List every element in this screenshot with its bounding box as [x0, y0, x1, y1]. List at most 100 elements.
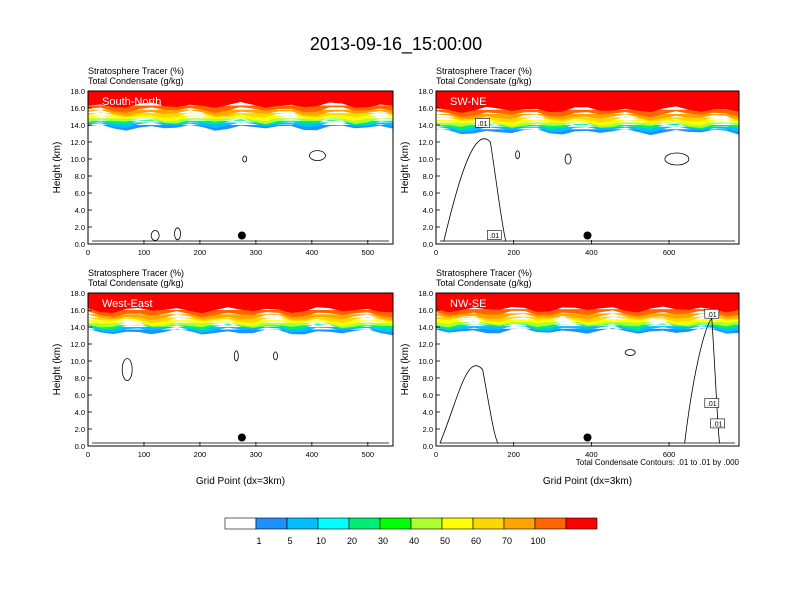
panel-south-north: South-North Stratosphere Tracer (%)Total …: [52, 66, 394, 257]
x-tick-label: 600: [663, 248, 676, 257]
y-tick-label: 10.0: [418, 155, 433, 164]
y-tick-label: 12.0: [418, 138, 433, 147]
x-tick-label: 200: [194, 450, 207, 459]
condensate-contour: [624, 349, 636, 356]
x-tick-label: 600: [663, 450, 676, 459]
condensate-contour: [273, 351, 278, 361]
x-tick-label: 400: [585, 248, 598, 257]
condensate-contour: [150, 230, 160, 241]
colorbar-swatch: [565, 517, 598, 530]
tracer-band: [88, 91, 393, 108]
colorbar-swatch: [255, 517, 288, 530]
y-axis-label: Height (km): [52, 142, 63, 194]
tracer-band: [88, 316, 393, 324]
contour-label-box: [486, 230, 502, 240]
panel-plot-area: .01 .01 .01: [436, 293, 739, 446]
condensate-contour: [439, 365, 499, 444]
colorbar-swatch: [224, 517, 257, 530]
colorbar-label: 70: [502, 536, 512, 546]
y-tick-label: 2.0: [423, 425, 433, 434]
x-axis-label: Grid Point (dx=3km): [196, 476, 285, 487]
x-tick-label: 0: [86, 450, 90, 459]
contour-label: .01: [707, 312, 717, 319]
panel-name-label: West-East: [102, 298, 153, 310]
tracer-band: [88, 293, 393, 314]
panel-label-condensate: Total Condensate (g/kg): [88, 278, 184, 288]
contour-info-text: Total Condensate Contours: .01 to .01 by…: [576, 458, 740, 467]
x-tick-label: 300: [250, 248, 263, 257]
colorbar-label: 5: [287, 536, 292, 546]
tracer-band: [88, 326, 393, 333]
x-tick-label: 200: [507, 248, 520, 257]
y-tick-label: 14.0: [70, 323, 85, 332]
figure-title: 2013-09-16_15:00:00: [310, 34, 482, 55]
tracer-band: [436, 316, 739, 323]
panel-name-label: South-North: [102, 96, 161, 108]
condensate-contour: [443, 138, 507, 242]
y-tick-label: 6.0: [423, 391, 433, 400]
tracer-band: [436, 128, 739, 136]
colorbar-label: 10: [316, 536, 326, 546]
panel-name-label: NW-SE: [450, 298, 486, 310]
y-tick-label: 6.0: [423, 189, 433, 198]
x-tick-label: 100: [138, 450, 151, 459]
tracer-band: [436, 309, 739, 317]
colorbar-label: 50: [440, 536, 450, 546]
panel-name-label: SW-NE: [450, 96, 486, 108]
panel-label-tracer: Stratosphere Tracer (%): [436, 66, 532, 76]
colorbar-label: 100: [530, 536, 545, 546]
y-tick-label: 0.0: [75, 240, 85, 249]
panel-label-condensate: Total Condensate (g/kg): [436, 76, 532, 86]
tracer-band: [436, 113, 739, 121]
y-tick-label: 2.0: [75, 223, 85, 232]
tracer-band: [436, 293, 739, 313]
condensate-contour: [121, 358, 133, 381]
location-marker: [583, 433, 592, 442]
panel-plot-area: [88, 293, 393, 446]
y-tick-label: 16.0: [418, 104, 433, 113]
panel-frame: [87, 292, 394, 447]
condensate-contour: [242, 155, 248, 163]
panel-plot-area: [88, 91, 393, 244]
x-tick-label: 500: [362, 248, 375, 257]
y-tick-label: 16.0: [70, 306, 85, 315]
y-tick-label: 10.0: [70, 155, 85, 164]
tracer-band: [436, 313, 739, 320]
y-tick-label: 12.0: [418, 340, 433, 349]
colorbar-swatch: [348, 517, 381, 530]
x-tick-label: 0: [86, 248, 90, 257]
colorbar-swatch: [441, 517, 474, 530]
y-tick-label: 8.0: [75, 172, 85, 181]
panel-label-tracer: Stratosphere Tracer (%): [436, 268, 532, 278]
tracer-band: [436, 91, 739, 113]
location-marker: [237, 231, 246, 240]
tracer-band: [436, 109, 739, 118]
y-tick-label: 14.0: [418, 323, 433, 332]
contour-label-box: [710, 418, 725, 429]
y-tick-label: 14.0: [70, 121, 85, 130]
colorbar-swatch: [472, 517, 505, 530]
condensate-contour: [174, 227, 181, 241]
y-tick-label: 0.0: [75, 442, 85, 451]
y-tick-label: 18.0: [418, 87, 433, 96]
location-marker: [583, 231, 592, 240]
colorbar: 1 5 10 20 30 40 50 60 70 100: [224, 517, 598, 546]
colorbar-label: 20: [347, 536, 357, 546]
y-tick-label: 6.0: [75, 391, 85, 400]
panel-plot-area: .01 .01: [436, 91, 739, 244]
y-tick-label: 0.0: [423, 442, 433, 451]
tracer-band: [88, 105, 393, 113]
y-tick-label: 2.0: [75, 425, 85, 434]
colorbar-label: 1: [256, 536, 261, 546]
tracer-band: [88, 310, 393, 318]
x-tick-label: 400: [306, 248, 319, 257]
x-tick-label: 200: [507, 450, 520, 459]
location-marker: [237, 433, 246, 442]
tracer-band: [88, 314, 393, 321]
y-axis-label: Height (km): [52, 344, 63, 396]
y-tick-label: 18.0: [418, 289, 433, 298]
y-tick-label: 8.0: [423, 172, 433, 181]
colorbar-swatch: [286, 517, 319, 530]
